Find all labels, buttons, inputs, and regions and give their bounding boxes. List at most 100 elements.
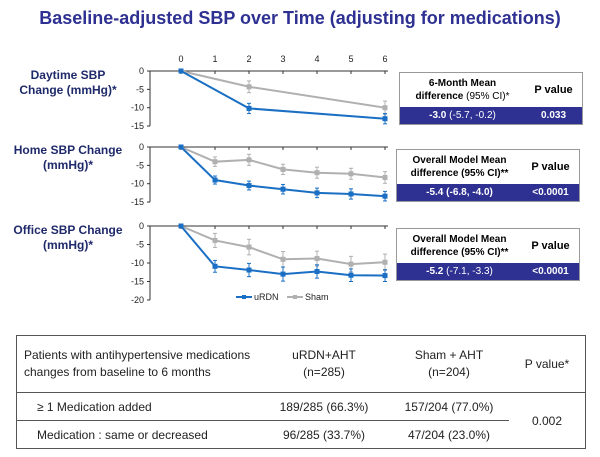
estimate: -5.2 <box>426 266 444 277</box>
p-head: P value <box>531 240 570 252</box>
y-tick-label: -15 <box>131 121 144 131</box>
stat-head: Overall Model Mean <box>412 234 507 245</box>
y-tick-label: -15 <box>131 277 144 287</box>
header-sham-n: (n=204) <box>428 365 470 379</box>
y-tick-label: -10 <box>131 258 144 268</box>
y-tick-label: -5 <box>136 240 144 250</box>
header-col1-line1: Patients with antihypertensive medicatio… <box>24 348 251 362</box>
row-label: Medication : same or decreased <box>37 427 208 442</box>
data-point-sham <box>382 174 388 180</box>
data-point-urdn <box>314 190 320 196</box>
header-pvalue: P value* <box>524 357 570 371</box>
data-point-sham <box>382 259 388 265</box>
y-tick-label: -15 <box>131 197 144 207</box>
data-point-urdn <box>382 273 388 279</box>
stat-head: Overall Model Mean <box>412 155 507 166</box>
data-point-urdn <box>246 183 252 189</box>
data-point-urdn <box>246 267 252 273</box>
data-point-urdn <box>280 271 286 277</box>
data-point-sham <box>246 84 252 90</box>
data-point-sham <box>280 166 286 172</box>
table-row: Medication : same or decreased 96/285 (3… <box>17 421 586 449</box>
data-point-urdn <box>314 269 320 275</box>
data-point-urdn <box>382 116 388 122</box>
header-sham: Sham + AHT <box>414 348 484 362</box>
table-row: ≥ 1 Medication added 189/285 (66.3%) 157… <box>16 392 586 428</box>
data-point-sham <box>212 237 218 243</box>
y-tick-label: -5 <box>136 84 144 94</box>
row-sham: 47/204 (23.0%) <box>407 427 491 442</box>
x-tick-label: 3 <box>280 54 285 64</box>
data-point-urdn <box>178 144 184 150</box>
office-ylabel: Office SBP Change (mmHg)* <box>13 223 123 252</box>
row-urdn: 189/285 (66.3%) <box>259 392 389 421</box>
daytime-stat-box: 6-Month Mean difference (95% CI)* P value … <box>399 72 583 125</box>
row-label: ≥ 1 Medication added <box>16 392 259 421</box>
y-tick-label: 0 <box>139 221 144 231</box>
stat-head2: difference (95% CI)** <box>410 247 509 258</box>
ci: (-7.1, -3.3) <box>446 266 493 277</box>
x-tick-label: 5 <box>348 54 353 64</box>
data-point-sham <box>348 261 354 267</box>
estimate: -5.4 <box>426 187 444 198</box>
medication-table: Patients with antihypertensive medicatio… <box>16 335 586 449</box>
data-point-urdn <box>212 177 218 183</box>
data-point-urdn <box>212 263 218 269</box>
p-head: P value <box>531 161 570 173</box>
estimate: -3.0 <box>429 110 447 121</box>
header-col1-line2: changes from baseline to 6 months <box>24 365 211 379</box>
data-point-urdn <box>280 186 286 192</box>
x-tick-label: 2 <box>246 54 251 64</box>
y-tick-label: -20 <box>131 295 144 305</box>
stat-ci-label: (95% CI)* <box>466 91 510 102</box>
y-tick-label: -5 <box>136 160 144 170</box>
legend-urdn-marker <box>242 295 246 299</box>
ci: (-5.7, -0.2) <box>449 110 496 121</box>
y-tick-label: 0 <box>139 142 144 152</box>
p-head: P value <box>534 84 573 96</box>
p-value: 0.033 <box>540 110 567 121</box>
data-point-urdn <box>382 193 388 199</box>
sbp-charts: 0 -5 -10 -15 0 1 2 3 4 5 6 0 -5 -10 -15 0 -5 -10 -15 -20 uRD… <box>131 54 388 305</box>
table-pvalue: 0.002 <box>531 413 563 428</box>
y-tick-label: -10 <box>131 179 144 189</box>
data-point-sham <box>348 171 354 177</box>
daytime-ylabel: Daytime SBP Change (mmHg)* <box>19 68 117 97</box>
x-tick-label: 6 <box>382 54 387 64</box>
legend-sham-marker <box>293 295 297 299</box>
header-urdn: uRDN+AHT <box>292 348 356 362</box>
y-tick-label: -10 <box>131 103 144 113</box>
data-point-sham <box>382 105 388 111</box>
data-point-urdn <box>178 223 184 229</box>
legend-urdn-label: uRDN <box>254 292 279 302</box>
stat-head: 6-Month Mean <box>428 78 497 89</box>
x-tick-label: 4 <box>314 54 319 64</box>
data-point-sham <box>246 157 252 163</box>
p-value: <0.0001 <box>532 187 569 198</box>
stat-head2: difference (95% CI)** <box>410 168 509 179</box>
data-point-urdn <box>246 105 252 111</box>
home-ylabel: Home SBP Change (mmHg)* <box>13 143 123 172</box>
series-line-sham <box>180 70 386 109</box>
header-urdn-n: (n=285) <box>303 365 345 379</box>
row-sham: 157/204 (77.0%) <box>389 392 509 421</box>
data-point-sham <box>314 256 320 262</box>
row-urdn: 96/285 (33.7%) <box>282 427 366 442</box>
y-tick-label: 0 <box>139 66 144 76</box>
data-point-urdn <box>348 191 354 197</box>
data-point-sham <box>212 159 218 165</box>
home-stat-box: Overall Model Mean difference (95% CI)** P… <box>396 149 580 202</box>
ci: (-6.8, -4.0) <box>446 187 493 198</box>
stat-head2: difference <box>415 91 464 102</box>
table-header: Patients with antihypertensive medicatio… <box>16 336 586 393</box>
legend-sham-label: Sham <box>305 292 329 302</box>
slide-title: Baseline-adjusted SBP over Time (adjusti… <box>39 8 561 28</box>
data-point-urdn <box>348 272 354 278</box>
x-tick-label: 1 <box>212 54 217 64</box>
data-point-sham <box>280 256 286 262</box>
data-point-urdn <box>178 68 184 74</box>
x-tick-label: 0 <box>178 54 183 64</box>
office-stat-box: Overall Model Mean difference (95% CI)** P… <box>396 228 580 281</box>
data-point-sham <box>246 244 252 250</box>
